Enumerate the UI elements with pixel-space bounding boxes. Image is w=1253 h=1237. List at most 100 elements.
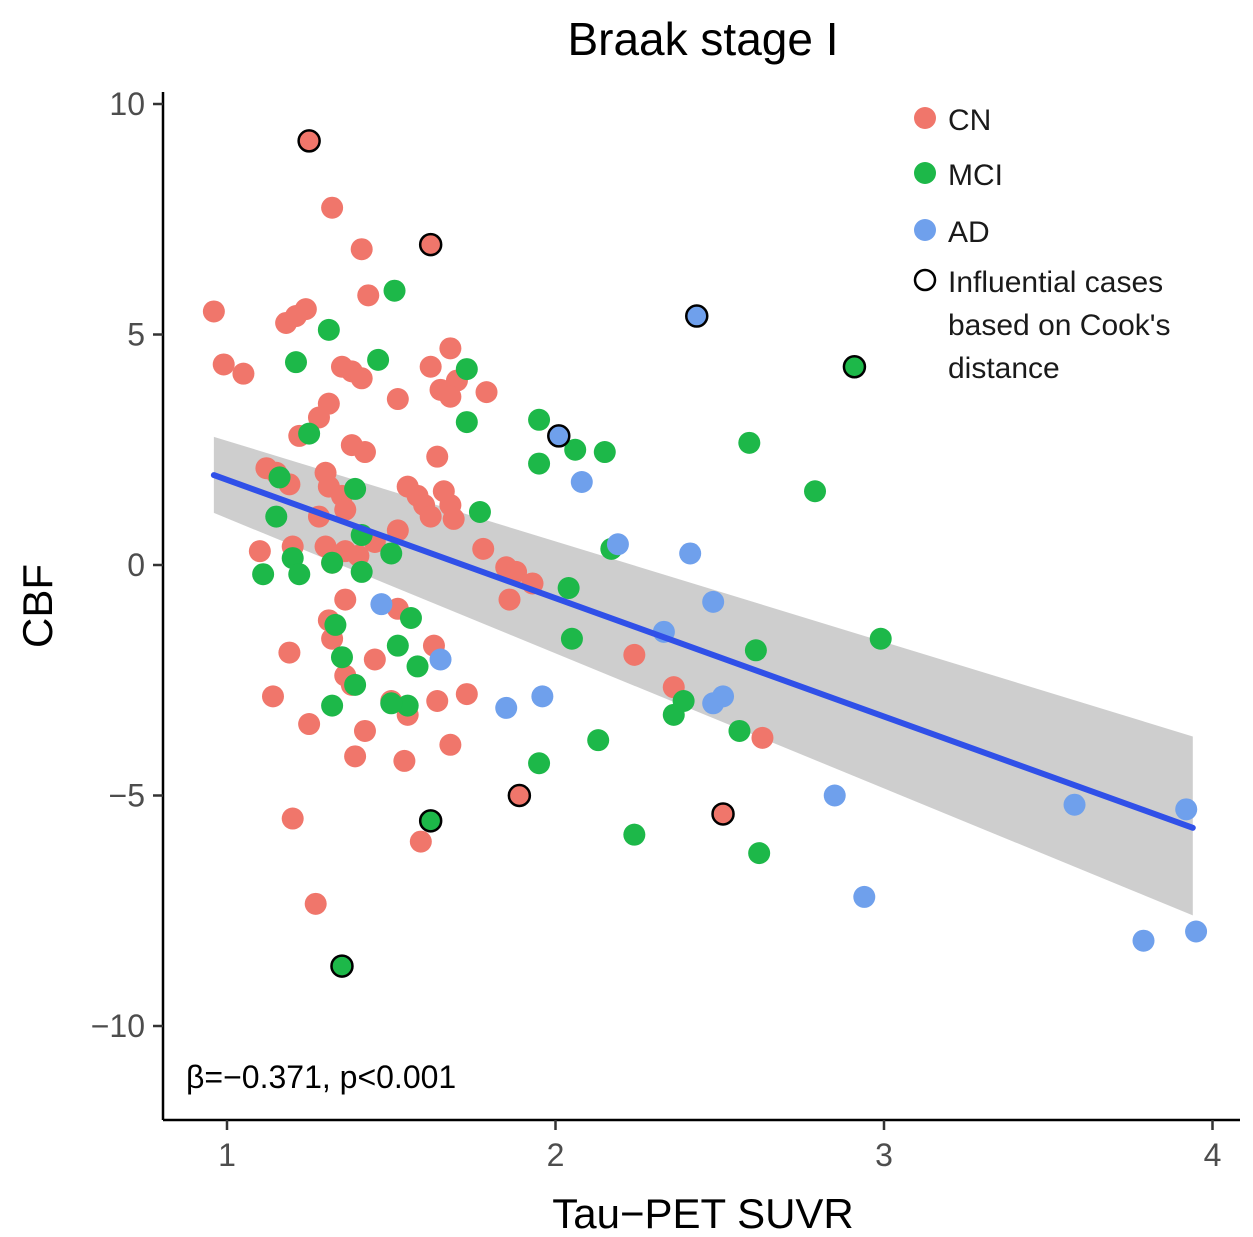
data-point-mci [587,729,610,752]
x-tick-label: 3 [875,1137,893,1173]
data-point-mci [383,279,406,302]
x-axis-title: Tau−PET SUVR [552,1190,854,1237]
data-point-cn [439,733,462,756]
influential-cases-layer [297,129,867,978]
data-point-cn [505,560,528,583]
data-point-mci [744,639,767,662]
y-tick-label: −5 [109,778,145,814]
data-point-mci [252,563,275,586]
influential-case-point [418,809,443,833]
data-point-mci [330,646,353,669]
data-point-mci [468,500,491,523]
legend-key-cn [914,107,936,129]
confidence-band [213,436,1193,916]
data-point-mci [317,318,340,341]
data-point-cn [426,445,449,468]
legend-label-cn: CN [948,104,991,137]
data-point-ad [531,685,554,708]
data-point-cn [363,648,386,671]
data-point-mci [528,408,551,431]
data-point-ad [823,784,846,807]
data-point-cn [350,367,373,390]
data-point-ad [495,696,518,719]
data-point-mci [560,627,583,650]
data-point-cn [334,498,357,521]
regression-line [210,472,1196,831]
data-point-mci [380,692,403,715]
data-point-cn [419,355,442,378]
data-point-ad [853,885,876,908]
influential-case-point [711,802,735,826]
data-point-cn [439,385,462,408]
data-point-cn [439,337,462,360]
data-point-cn [284,305,307,328]
data-point-mci [396,694,419,717]
data-point-mci [406,655,429,678]
data-point-cn [475,381,498,404]
data-point-mci [564,438,587,461]
y-tick-label: 0 [127,547,145,583]
data-point-mci [804,480,827,503]
chart-title: Braak stage I [567,13,838,65]
data-point-cn [334,588,357,611]
data-point-cn [498,588,521,611]
legend-label-influential-line3: distance [948,352,1060,385]
data-point-cn [304,892,327,915]
data-point-cn [261,685,284,708]
data-point-cn [281,807,304,830]
legend: CN MCI AD Influential cases based on Coo… [913,104,1171,385]
data-point-mci [455,411,478,434]
data-point-mci [324,613,347,636]
data-point-mci [728,719,751,742]
data-point-cn [248,540,271,563]
data-point-cn [751,726,774,749]
legend-key-influential [913,268,937,292]
data-point-cn [232,362,255,385]
data-point-cn [472,537,495,560]
legend-label-influential-line1: Influential cases [948,266,1163,299]
data-point-cn [393,749,416,772]
influential-case-point [507,783,532,808]
x-axis-ticks: 1 2 3 4 [218,1120,1221,1173]
data-point-cn [278,641,301,664]
data-point-cn [350,238,373,261]
influential-case-point [418,232,443,257]
data-point-ad [679,542,702,565]
data-point-ad [570,471,593,494]
legend-key-mci [914,162,936,184]
data-point-cn [419,505,442,528]
data-point-mci [748,842,771,865]
data-point-cn [344,745,367,768]
regression-annotation: β=−0.371, p<0.001 [186,1059,456,1095]
data-point-mci [321,551,344,574]
influential-case-point [297,129,321,153]
x-tick-label: 1 [218,1137,236,1173]
data-point-mci [672,689,695,712]
data-point-ad [1132,929,1155,952]
data-point-mci [869,627,892,650]
y-axis-ticks: 10 5 0 −5 −10 [91,86,163,1044]
legend-label-mci: MCI [948,159,1003,192]
data-point-ad [370,593,393,616]
data-point-cn [202,300,225,323]
data-point-cn [353,441,376,464]
data-point-cn [623,643,646,666]
data-point-mci [528,452,551,475]
y-tick-label: 5 [127,317,145,353]
data-point-ad [1175,798,1198,821]
x-tick-label: 4 [1204,1137,1222,1173]
data-point-ad [1063,793,1086,816]
data-point-mci [321,694,344,717]
data-point-mci [593,441,616,464]
data-point-mci [528,752,551,775]
data-point-mci [557,577,580,600]
data-point-mci [284,351,307,374]
legend-label-ad: AD [948,216,990,249]
data-point-mci [399,607,422,630]
data-point-mci [738,431,761,454]
data-point-ad [606,533,629,556]
data-point-cn [212,353,235,376]
legend-key-ad [914,219,936,241]
data-point-ad [712,685,735,708]
data-point-cn [442,507,465,530]
